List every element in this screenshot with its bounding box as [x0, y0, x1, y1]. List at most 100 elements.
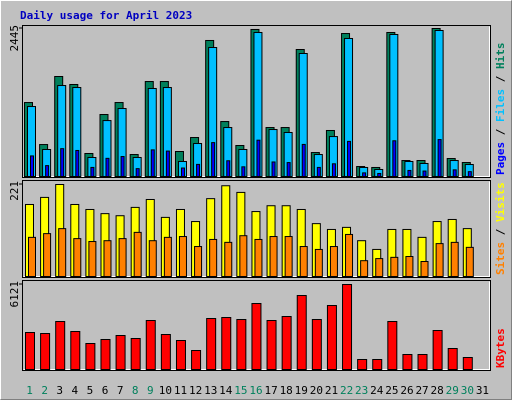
bar: [467, 171, 472, 178]
bar: [165, 150, 170, 178]
x-tick-label: 7: [117, 384, 124, 397]
bar: [206, 318, 217, 370]
x-tick-label: 31: [476, 384, 489, 397]
bar: [331, 163, 336, 178]
bar: [392, 140, 397, 178]
bar: [311, 319, 322, 371]
x-tick-label: 29: [446, 384, 459, 397]
bar: [118, 238, 127, 277]
bar: [314, 248, 323, 277]
bar: [256, 139, 261, 178]
legend-separator: /: [494, 222, 507, 242]
bar: [239, 235, 248, 277]
x-tick-label: 8: [132, 384, 139, 397]
legend-separator: /: [494, 122, 507, 142]
bar: [58, 228, 67, 277]
legend: KBytes: [494, 328, 507, 368]
bar: [28, 236, 36, 277]
x-tick-label: 28: [431, 384, 444, 397]
bar: [236, 319, 247, 371]
legend-entry: Pages: [494, 142, 507, 175]
x-tick-label: 25: [385, 384, 398, 397]
bar: [145, 320, 156, 370]
x-tick-label: 5: [87, 384, 94, 397]
bar: [301, 143, 306, 177]
bar: [422, 170, 427, 178]
bar: [148, 240, 157, 277]
bar: [25, 332, 35, 370]
x-tick-label: 6: [102, 384, 109, 397]
bar: [377, 172, 382, 178]
bar: [437, 139, 442, 178]
bar: [180, 167, 185, 177]
bar: [45, 165, 50, 177]
bar: [372, 359, 383, 371]
bar: [163, 236, 172, 277]
bar: [387, 321, 398, 370]
bar: [209, 238, 218, 277]
bar: [150, 149, 155, 178]
bar: [329, 246, 338, 277]
x-tick-label: 10: [159, 384, 172, 397]
x-tick-label: 27: [415, 384, 428, 397]
x-tick-label: 11: [174, 384, 187, 397]
bar: [326, 305, 337, 371]
x-tick-label: 20: [310, 384, 323, 397]
bar: [435, 243, 444, 278]
x-tick-label: 4: [72, 384, 79, 397]
x-tick-label: 1: [26, 384, 33, 397]
x-tick-label: 13: [204, 384, 217, 397]
x-tick-label: 19: [295, 384, 308, 397]
x-tick-label: 9: [147, 384, 154, 397]
x-tick-label: 23: [355, 384, 368, 397]
x-tick-label: 12: [189, 384, 202, 397]
bar: [178, 236, 187, 277]
bar: [40, 333, 51, 371]
bar: [390, 256, 399, 277]
legend-entry: Sites: [494, 242, 507, 275]
bar: [254, 238, 263, 277]
bar: [115, 335, 126, 370]
bar: [70, 331, 81, 370]
bar: [447, 348, 458, 370]
bar: [286, 162, 291, 178]
bar: [43, 233, 52, 278]
bar: [362, 172, 367, 178]
x-tick-label: 3: [56, 384, 63, 397]
bar: [103, 240, 112, 277]
bar: [347, 140, 352, 177]
bar: [30, 155, 34, 177]
bar: [452, 169, 457, 177]
bar: [299, 246, 308, 277]
bar: [60, 148, 65, 178]
x-tick-label: 15: [234, 384, 247, 397]
legend-entry: Hits: [494, 43, 507, 70]
legend-entry: Visits: [494, 182, 507, 222]
bar: [194, 246, 203, 277]
bar: [130, 338, 141, 371]
bar: [284, 236, 293, 277]
legend: Sites / Visits: [494, 182, 507, 275]
bar: [296, 295, 307, 370]
bar: [432, 330, 443, 371]
bar: [135, 168, 140, 177]
bar: [420, 261, 429, 278]
bar: [211, 142, 216, 177]
y-tick-label: 2445: [8, 25, 21, 52]
y-tick-label: 221: [8, 181, 21, 201]
x-tick-label: 2: [41, 384, 48, 397]
x-tick-label: 21: [325, 384, 338, 397]
x-tick-label: 22: [340, 384, 353, 397]
bar: [357, 359, 368, 371]
bar: [407, 169, 412, 177]
legend-entry: Files: [494, 89, 507, 122]
bar: [465, 246, 474, 277]
bar: [226, 160, 231, 178]
bar: [75, 149, 80, 178]
bar: [224, 241, 233, 278]
bar: [266, 320, 277, 370]
bar: [160, 334, 171, 370]
bar: [55, 321, 66, 370]
